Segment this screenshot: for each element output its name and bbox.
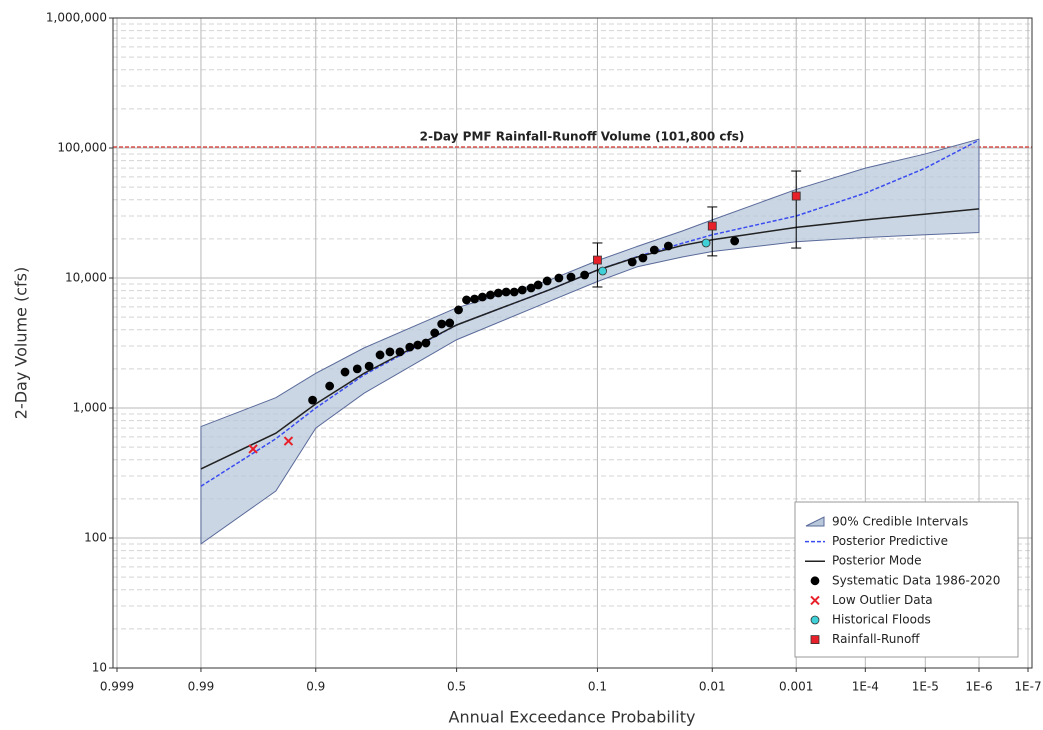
point: [395, 347, 405, 357]
y-tick-label: 10,000: [65, 271, 107, 285]
x-tick-label: 0.99: [188, 680, 215, 694]
point: [430, 328, 440, 338]
legend-label: Posterior Mode: [832, 554, 922, 568]
point: [517, 285, 527, 295]
legend-box: [794, 501, 1019, 658]
point: [413, 340, 423, 350]
curve: [200, 208, 980, 470]
legend-swatch: [810, 576, 820, 586]
x-tick-label: 0.001: [779, 680, 813, 694]
x-tick-label: 0.5: [447, 680, 466, 694]
point: [701, 238, 711, 248]
y-tick-label: 1,000,000: [46, 11, 107, 25]
point: [598, 266, 608, 276]
x-tick-label: 0.9: [306, 680, 325, 694]
legend-label: 90% Credible Intervals: [832, 515, 968, 529]
x-tick-label: 0.1: [588, 680, 607, 694]
point: [454, 305, 463, 315]
legend-label: Posterior Predictive: [832, 534, 948, 548]
legend-label: Rainfall-Runoff: [832, 632, 920, 646]
point: [580, 270, 590, 280]
point: [375, 350, 385, 360]
point: [421, 338, 431, 348]
point: [340, 367, 350, 377]
point: [663, 241, 673, 251]
x-tick-label: 1E-6: [965, 680, 992, 694]
point: [478, 292, 487, 302]
x-tick-label: 0.999: [100, 680, 134, 694]
y-tick-label: 100,000: [57, 141, 107, 155]
point: [308, 395, 317, 405]
point: [364, 361, 374, 371]
point: [649, 245, 659, 255]
point: [501, 287, 511, 297]
point: [593, 255, 602, 265]
y-axis-label: 2-Day Volume (cfs): [12, 267, 31, 419]
point: [470, 294, 479, 304]
y-tick-label: 10: [92, 661, 107, 675]
point: [707, 221, 717, 231]
x-tick-label: 1E-5: [912, 680, 939, 694]
point: [493, 288, 503, 298]
point: [627, 257, 637, 267]
point: [638, 253, 648, 263]
x-tick-label: 0.01: [699, 680, 726, 694]
point: [405, 342, 415, 352]
legend-swatch: [810, 595, 820, 606]
point: [566, 272, 576, 282]
legend-swatch: [810, 615, 820, 625]
y-tick-label: 100: [84, 531, 107, 545]
point: [462, 295, 471, 305]
point: [325, 381, 335, 391]
x-tick-label: 1E-4: [852, 680, 879, 694]
point: [486, 290, 495, 300]
x-tick-label: 1E-7: [1014, 680, 1041, 694]
legend-label: Low Outlier Data: [832, 593, 933, 607]
y-tick-label: 1,000: [73, 401, 107, 415]
point: [791, 191, 801, 201]
legend-label: Systematic Data 1986-2020: [832, 573, 1000, 587]
x-axis-label: Annual Exceedance Probability: [449, 708, 696, 727]
point: [542, 276, 552, 286]
point: [352, 364, 362, 374]
legend-swatch: [810, 635, 820, 644]
point: [437, 319, 447, 329]
point: [533, 280, 543, 290]
point: [385, 347, 395, 357]
point: [730, 236, 740, 246]
point: [248, 444, 258, 454]
legend-swatch: [805, 516, 825, 527]
point: [283, 436, 294, 446]
reference-label: 2-Day PMF Rainfall-Runoff Volume (101,80…: [420, 129, 745, 143]
point: [509, 287, 519, 297]
legend-label: Historical Floods: [832, 613, 931, 627]
point: [445, 318, 455, 328]
point: [554, 273, 564, 283]
plot-frame: [112, 17, 1033, 669]
